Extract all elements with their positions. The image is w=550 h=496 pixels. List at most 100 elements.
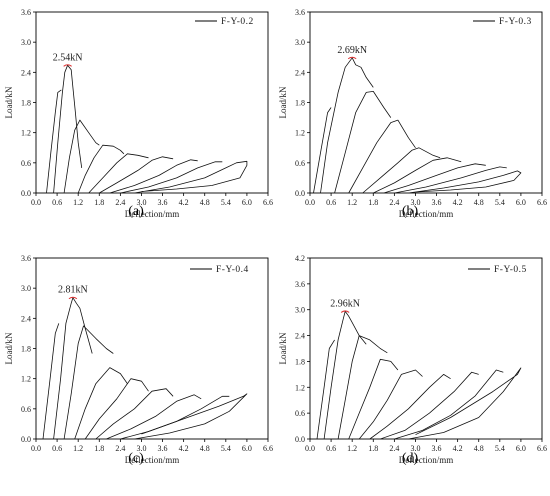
x-tick-label: 2.4 (389, 198, 399, 207)
x-tick-label: 3.0 (410, 444, 420, 453)
x-tick-label: 0.0 (31, 444, 41, 453)
peak-label: 2.96kN (330, 298, 360, 309)
x-tick-label: 5.4 (221, 198, 231, 207)
y-tick-label: 3.0 (21, 38, 31, 47)
y-axis-label: Load/kN (4, 332, 14, 364)
x-tick-label: 5.4 (495, 444, 505, 453)
x-tick-label: 1.8 (94, 198, 104, 207)
y-tick-label: 3.0 (21, 284, 31, 293)
y-tick-label: 1.2 (21, 129, 31, 138)
y-tick-label: 3.6 (21, 254, 31, 263)
y-axis-label: Load/kN (278, 86, 288, 118)
x-axis-label: Deflection/mm (399, 455, 453, 465)
panel-caption: (c) (128, 451, 144, 466)
y-tick-label: 0.6 (21, 405, 31, 414)
y-tick-label: 0.0 (21, 189, 31, 198)
x-tick-label: 3.0 (136, 198, 146, 207)
x-tick-label: 1.2 (73, 198, 83, 207)
peak-marker (63, 64, 72, 67)
series-line (362, 147, 441, 194)
series-line (369, 374, 451, 440)
chart-panel-a: 0.0 0.6 1.2 1.8 2.4 3.0 3.6 4.2 4.8 5.4 6.0 6.6 0.0 0… (4, 8, 273, 219)
chart-panel-c: 0.0 0.6 1.2 1.8 2.4 3.0 3.6 4.2 4.8 5.4 6.0 6.6 0.0 0… (4, 254, 273, 466)
y-tick-label: 1.2 (21, 375, 31, 384)
series-line (323, 311, 367, 440)
x-tick-label: 6.6 (263, 444, 273, 453)
x-tick-label: 4.8 (200, 444, 210, 453)
series-line (348, 119, 416, 194)
series-line (84, 378, 149, 440)
series-line (394, 369, 504, 440)
series-line (53, 297, 93, 440)
x-tick-label: 0.0 (305, 444, 315, 453)
x-tick-label: 6.0 (242, 198, 252, 207)
series-line (408, 367, 522, 440)
chart-panel-d: 0.0 0.6 1.2 1.8 2.4 3.0 3.6 4.2 4.8 5.4 6.0 6.6 0.0 0… (278, 254, 547, 466)
x-tick-label: 2.4 (389, 444, 399, 453)
x-axis-label: Deflection/mm (125, 209, 179, 219)
x-tick-label: 3.6 (432, 198, 442, 207)
series-line (53, 64, 83, 194)
y-axis-label: Load/kN (278, 332, 288, 364)
x-tick-label: 6.6 (263, 198, 273, 207)
x-tick-label: 2.4 (115, 444, 125, 453)
plot-frame (35, 11, 269, 194)
x-tick-label: 0.0 (305, 198, 315, 207)
y-tick-label: 1.2 (295, 383, 305, 392)
y-tick-label: 4.2 (295, 254, 305, 263)
y-tick-label: 2.4 (295, 332, 305, 341)
x-tick-label: 3.6 (158, 444, 168, 453)
series-line (63, 325, 114, 440)
series-line (88, 153, 149, 194)
y-tick-label: 1.8 (295, 99, 305, 108)
series-line (394, 166, 507, 194)
x-tick-label: 5.4 (221, 444, 231, 453)
x-tick-label: 6.0 (516, 444, 526, 453)
plot-frame (309, 11, 543, 194)
peak-label: 2.54kN (53, 52, 83, 63)
x-tick-label: 5.4 (495, 198, 505, 207)
series-line (383, 163, 486, 194)
series-line (99, 156, 174, 194)
y-tick-label: 0.0 (295, 189, 305, 198)
series-line (408, 170, 522, 194)
x-tick-label: 3.0 (136, 444, 146, 453)
peak-label: 2.81kN (58, 285, 88, 296)
series-line (316, 339, 335, 440)
legend-label: F-Y-0.3 (499, 17, 532, 27)
x-tick-label: 6.0 (516, 198, 526, 207)
series-line (358, 369, 423, 440)
y-tick-label: 0.6 (295, 159, 305, 168)
x-tick-label: 0.6 (52, 444, 62, 453)
series-line (74, 367, 128, 440)
y-axis-label: Load/kN (4, 86, 14, 118)
series-line (63, 119, 100, 194)
plot-frame (309, 257, 543, 440)
x-tick-label: 0.6 (52, 198, 62, 207)
x-tick-label: 4.2 (453, 198, 463, 207)
chart-panel-b: 0.0 0.6 1.2 1.8 2.4 3.0 3.6 4.2 4.8 5.4 6.0 6.6 0.0 0… (278, 8, 547, 219)
series-line (320, 57, 374, 194)
y-tick-label: 2.4 (21, 314, 31, 323)
x-tick-label: 4.8 (200, 198, 210, 207)
x-tick-label: 3.6 (158, 198, 168, 207)
series-line (380, 371, 479, 440)
panel-caption: (a) (128, 204, 144, 219)
series-line (313, 107, 332, 194)
y-tick-label: 0.0 (21, 435, 31, 444)
y-tick-label: 0.0 (295, 435, 305, 444)
series-line (77, 144, 125, 194)
y-tick-label: 1.2 (295, 129, 305, 138)
x-tick-label: 6.0 (242, 444, 252, 453)
y-tick-label: 0.6 (295, 409, 305, 418)
y-tick-label: 3.6 (295, 8, 305, 17)
panel-caption: (b) (402, 204, 419, 219)
y-tick-label: 3.6 (295, 280, 305, 289)
legend-label: F-Y-0.5 (494, 265, 527, 275)
x-tick-label: 1.2 (73, 444, 83, 453)
x-tick-label: 0.0 (31, 198, 41, 207)
series-line (109, 159, 198, 194)
series-line (120, 161, 223, 194)
y-tick-label: 3.6 (21, 8, 31, 17)
